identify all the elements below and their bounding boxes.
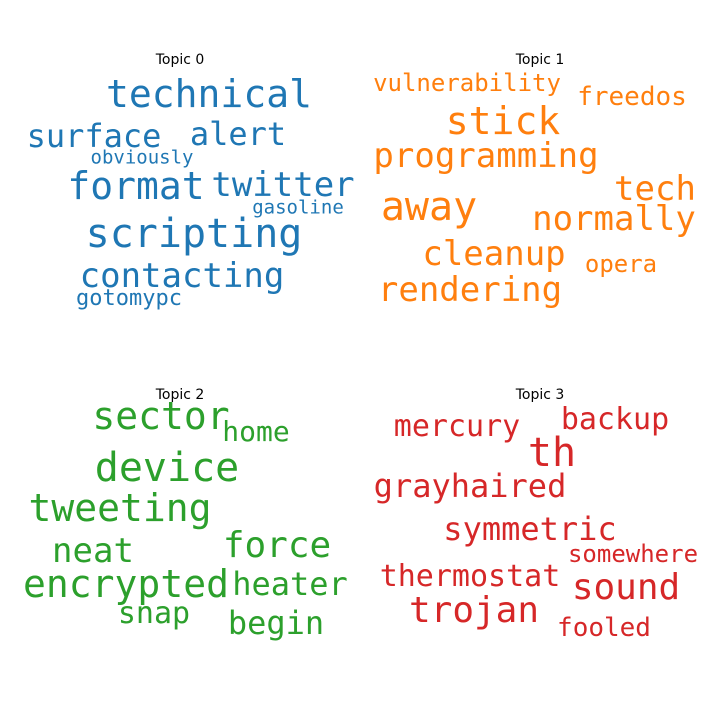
topic-panel-0: Topic 0 technical surface alert obviousl…: [0, 0, 360, 360]
topic-word: normally: [532, 199, 696, 239]
topic-word: surface: [26, 117, 162, 155]
topic-word: scripting: [85, 211, 303, 257]
topic-word: mercury: [393, 409, 521, 444]
topic-word: away: [380, 184, 478, 230]
topic-title: Topic 0: [155, 52, 205, 68]
topic-word: freedos: [577, 82, 687, 112]
topic-word: th: [527, 430, 577, 476]
topic-word: twitter: [211, 165, 355, 205]
topic-word: contacting: [79, 256, 285, 296]
topic-word: technical: [106, 72, 312, 116]
topic-word: symmetric: [443, 510, 617, 548]
topic-word: snap: [117, 596, 191, 631]
topic-panel-3: Topic 3 mercury backup th grayhaired sym…: [360, 335, 720, 695]
topic-word: thermostat: [379, 559, 561, 594]
topic-word: format: [67, 164, 205, 208]
topic-word: cleanup: [422, 234, 566, 274]
topic-word: sound: [571, 567, 681, 608]
topic-word: tweeting: [28, 486, 212, 530]
topic-word: force: [222, 525, 332, 566]
topic-word: stick: [445, 99, 561, 143]
topic-title: Topic 2: [155, 387, 205, 403]
topic-word: home: [222, 415, 290, 448]
topic-word: heater: [232, 565, 348, 603]
topic-word: alert: [189, 115, 287, 153]
topic-word: gotomypc: [76, 286, 182, 311]
topic-word: fooled: [557, 613, 651, 643]
topic-title: Topic 3: [515, 387, 565, 403]
topic-word: tech: [614, 169, 696, 209]
topic-word: somewhere: [567, 540, 699, 568]
topic-word: neat: [52, 531, 134, 571]
topic-word: opera: [584, 250, 658, 278]
topic-word: device: [94, 445, 240, 491]
topic-panel-1: Topic 1 vulnerability freedos stick prog…: [360, 0, 720, 360]
topic-word: rendering: [377, 270, 563, 310]
topic-panel-2: Topic 2 sector home device tweeting forc…: [0, 335, 360, 695]
topic-word: vulnerability: [373, 69, 561, 97]
topic-word: programming: [373, 136, 599, 176]
topic-title: Topic 1: [515, 52, 565, 68]
topic-word: obviously: [90, 146, 194, 169]
topic-word: trojan: [408, 590, 540, 631]
topic-word: sector: [92, 394, 230, 438]
topic-word: begin: [227, 604, 325, 642]
topic-word: backup: [560, 402, 670, 437]
topic-word: grayhaired: [373, 467, 567, 505]
topic-word: gasoline: [252, 196, 344, 219]
topic-word: encrypted: [23, 562, 229, 606]
